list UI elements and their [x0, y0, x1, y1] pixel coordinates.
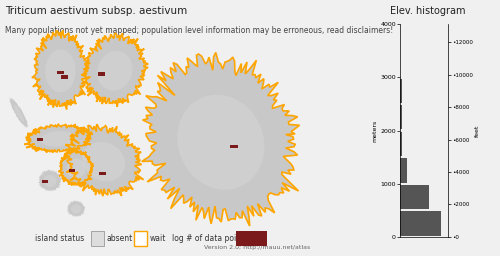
Text: log # of data points: log # of data points — [172, 233, 248, 243]
Bar — [37, 138, 44, 141]
Polygon shape — [14, 105, 24, 122]
Bar — [92, 231, 104, 246]
Polygon shape — [9, 97, 29, 129]
Polygon shape — [178, 95, 264, 190]
Bar — [61, 75, 68, 79]
Text: Many populations not yet mapped; population level information may be erroneous, : Many populations not yet mapped; populat… — [4, 26, 393, 35]
Bar — [69, 169, 75, 172]
Polygon shape — [65, 124, 144, 196]
Text: wait: wait — [150, 233, 166, 243]
Polygon shape — [97, 51, 132, 91]
Polygon shape — [66, 200, 86, 217]
Polygon shape — [82, 142, 125, 182]
Text: absent: absent — [106, 233, 132, 243]
Text: island status: island status — [35, 233, 84, 243]
Bar — [134, 231, 146, 246]
Text: Version 2.0; http://mauu.net/atlas: Version 2.0; http://mauu.net/atlas — [204, 244, 310, 250]
Bar — [56, 71, 64, 74]
Bar — [100, 172, 106, 175]
Polygon shape — [58, 150, 94, 186]
Bar — [400, 105, 402, 130]
Polygon shape — [81, 33, 148, 107]
Bar — [400, 211, 442, 236]
Polygon shape — [40, 131, 77, 147]
Polygon shape — [45, 49, 76, 92]
Bar — [400, 158, 407, 183]
Bar — [400, 132, 402, 156]
Bar — [400, 79, 402, 103]
Text: Elev. histogram: Elev. histogram — [390, 6, 465, 16]
Y-axis label: meters: meters — [372, 120, 378, 142]
Bar — [98, 72, 104, 76]
Polygon shape — [66, 158, 86, 178]
Y-axis label: feet: feet — [476, 124, 480, 137]
Bar — [400, 185, 429, 209]
Polygon shape — [24, 124, 92, 153]
Bar — [230, 145, 238, 148]
Bar — [236, 231, 267, 246]
Polygon shape — [32, 30, 89, 109]
Polygon shape — [71, 205, 81, 214]
Polygon shape — [142, 52, 300, 226]
Polygon shape — [44, 175, 57, 187]
Text: Triticum aestivum subsp. aestivum: Triticum aestivum subsp. aestivum — [4, 6, 187, 16]
Bar — [42, 180, 48, 183]
Polygon shape — [38, 169, 62, 192]
